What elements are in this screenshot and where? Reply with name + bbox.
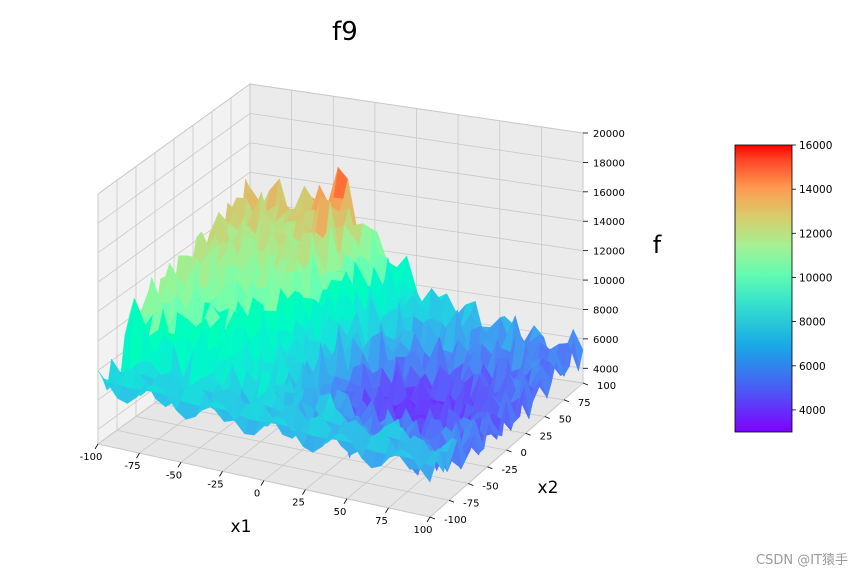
axes-labels: -100-75-50-250255075100-100-75-50-250255… xyxy=(80,129,625,536)
z-tick-label: 14000 xyxy=(593,217,625,228)
x-tick-label: -50 xyxy=(166,470,182,481)
colorbar-tick-label: 4000 xyxy=(799,405,826,417)
y-tick-label: -75 xyxy=(463,498,479,509)
x-axis-label: x1 xyxy=(231,517,252,537)
colorbar-tick-label: 14000 xyxy=(799,184,832,196)
y-tick xyxy=(506,449,512,453)
z-tick-label: 18000 xyxy=(593,158,625,169)
z-axis-label: f xyxy=(653,231,662,259)
colorbar-tick-label: 8000 xyxy=(799,317,826,329)
y-tick xyxy=(429,516,436,520)
y-tick-label: 100 xyxy=(597,381,616,392)
x-tick xyxy=(343,498,348,504)
colorbar: 4000 6000 8000 10000 12000 14000 16000 xyxy=(734,140,832,433)
y-tick-label: 50 xyxy=(559,415,572,426)
y-tick xyxy=(582,382,589,386)
grid-line-z xyxy=(97,142,584,254)
watermark: CSDN @IT猿手 xyxy=(756,553,848,568)
grid-line-z xyxy=(97,83,584,195)
x-tick-label: 50 xyxy=(334,507,347,518)
x-tick-label: 100 xyxy=(413,525,432,536)
z-tick-label: 20000 xyxy=(593,129,625,140)
x-tick xyxy=(302,489,306,495)
z-tick-label: 16000 xyxy=(593,188,625,199)
z-tick-label: 4000 xyxy=(593,364,618,375)
colorbar-tick-label: 10000 xyxy=(799,273,832,285)
y-tick xyxy=(448,499,455,503)
x-tick xyxy=(385,507,389,514)
x-tick xyxy=(177,462,182,468)
x-tick xyxy=(94,443,99,450)
colorbar-tick-label: 6000 xyxy=(799,361,826,373)
x-tick-label: 0 xyxy=(254,489,260,500)
y-tick xyxy=(468,483,474,486)
grid-line-z xyxy=(97,171,584,283)
y-tick-label: -25 xyxy=(501,465,517,476)
x-tick xyxy=(136,452,140,459)
colorbar-tick-label: 16000 xyxy=(799,140,832,152)
x-tick-label: -25 xyxy=(207,479,223,490)
x-tick-label: -100 xyxy=(80,452,103,463)
y-axis-label: x2 xyxy=(538,478,559,498)
colorbar-gradient xyxy=(734,144,793,433)
surface-facet xyxy=(419,463,435,483)
x-tick xyxy=(219,471,223,477)
z-tick-label: 8000 xyxy=(593,306,618,317)
x-tick xyxy=(426,516,431,523)
z-tick-label: 10000 xyxy=(593,276,625,287)
y-tick-label: -100 xyxy=(444,515,467,526)
y-tick xyxy=(563,399,570,403)
y-tick xyxy=(487,466,493,470)
surface-mesh xyxy=(97,166,584,483)
chart-title: f9 xyxy=(332,17,358,47)
y-tick-label: 0 xyxy=(521,448,527,459)
y-tick-label: 25 xyxy=(540,431,553,442)
y-tick-label: 75 xyxy=(578,398,591,409)
y-tick xyxy=(544,416,550,419)
z-tick-label: 12000 xyxy=(593,247,625,258)
colorbar-tick-label: 12000 xyxy=(799,228,832,240)
y-tick-label: -50 xyxy=(482,482,498,493)
x-tick-label: -75 xyxy=(124,461,140,472)
grid-line-z xyxy=(97,112,584,224)
grid-line-y xyxy=(116,180,450,501)
x-tick xyxy=(260,480,265,486)
z-tick-label: 6000 xyxy=(593,335,618,346)
x-tick-label: 75 xyxy=(375,516,388,527)
grid-line-y xyxy=(135,166,469,484)
y-tick xyxy=(525,432,531,436)
x-tick-label: 25 xyxy=(292,498,305,509)
